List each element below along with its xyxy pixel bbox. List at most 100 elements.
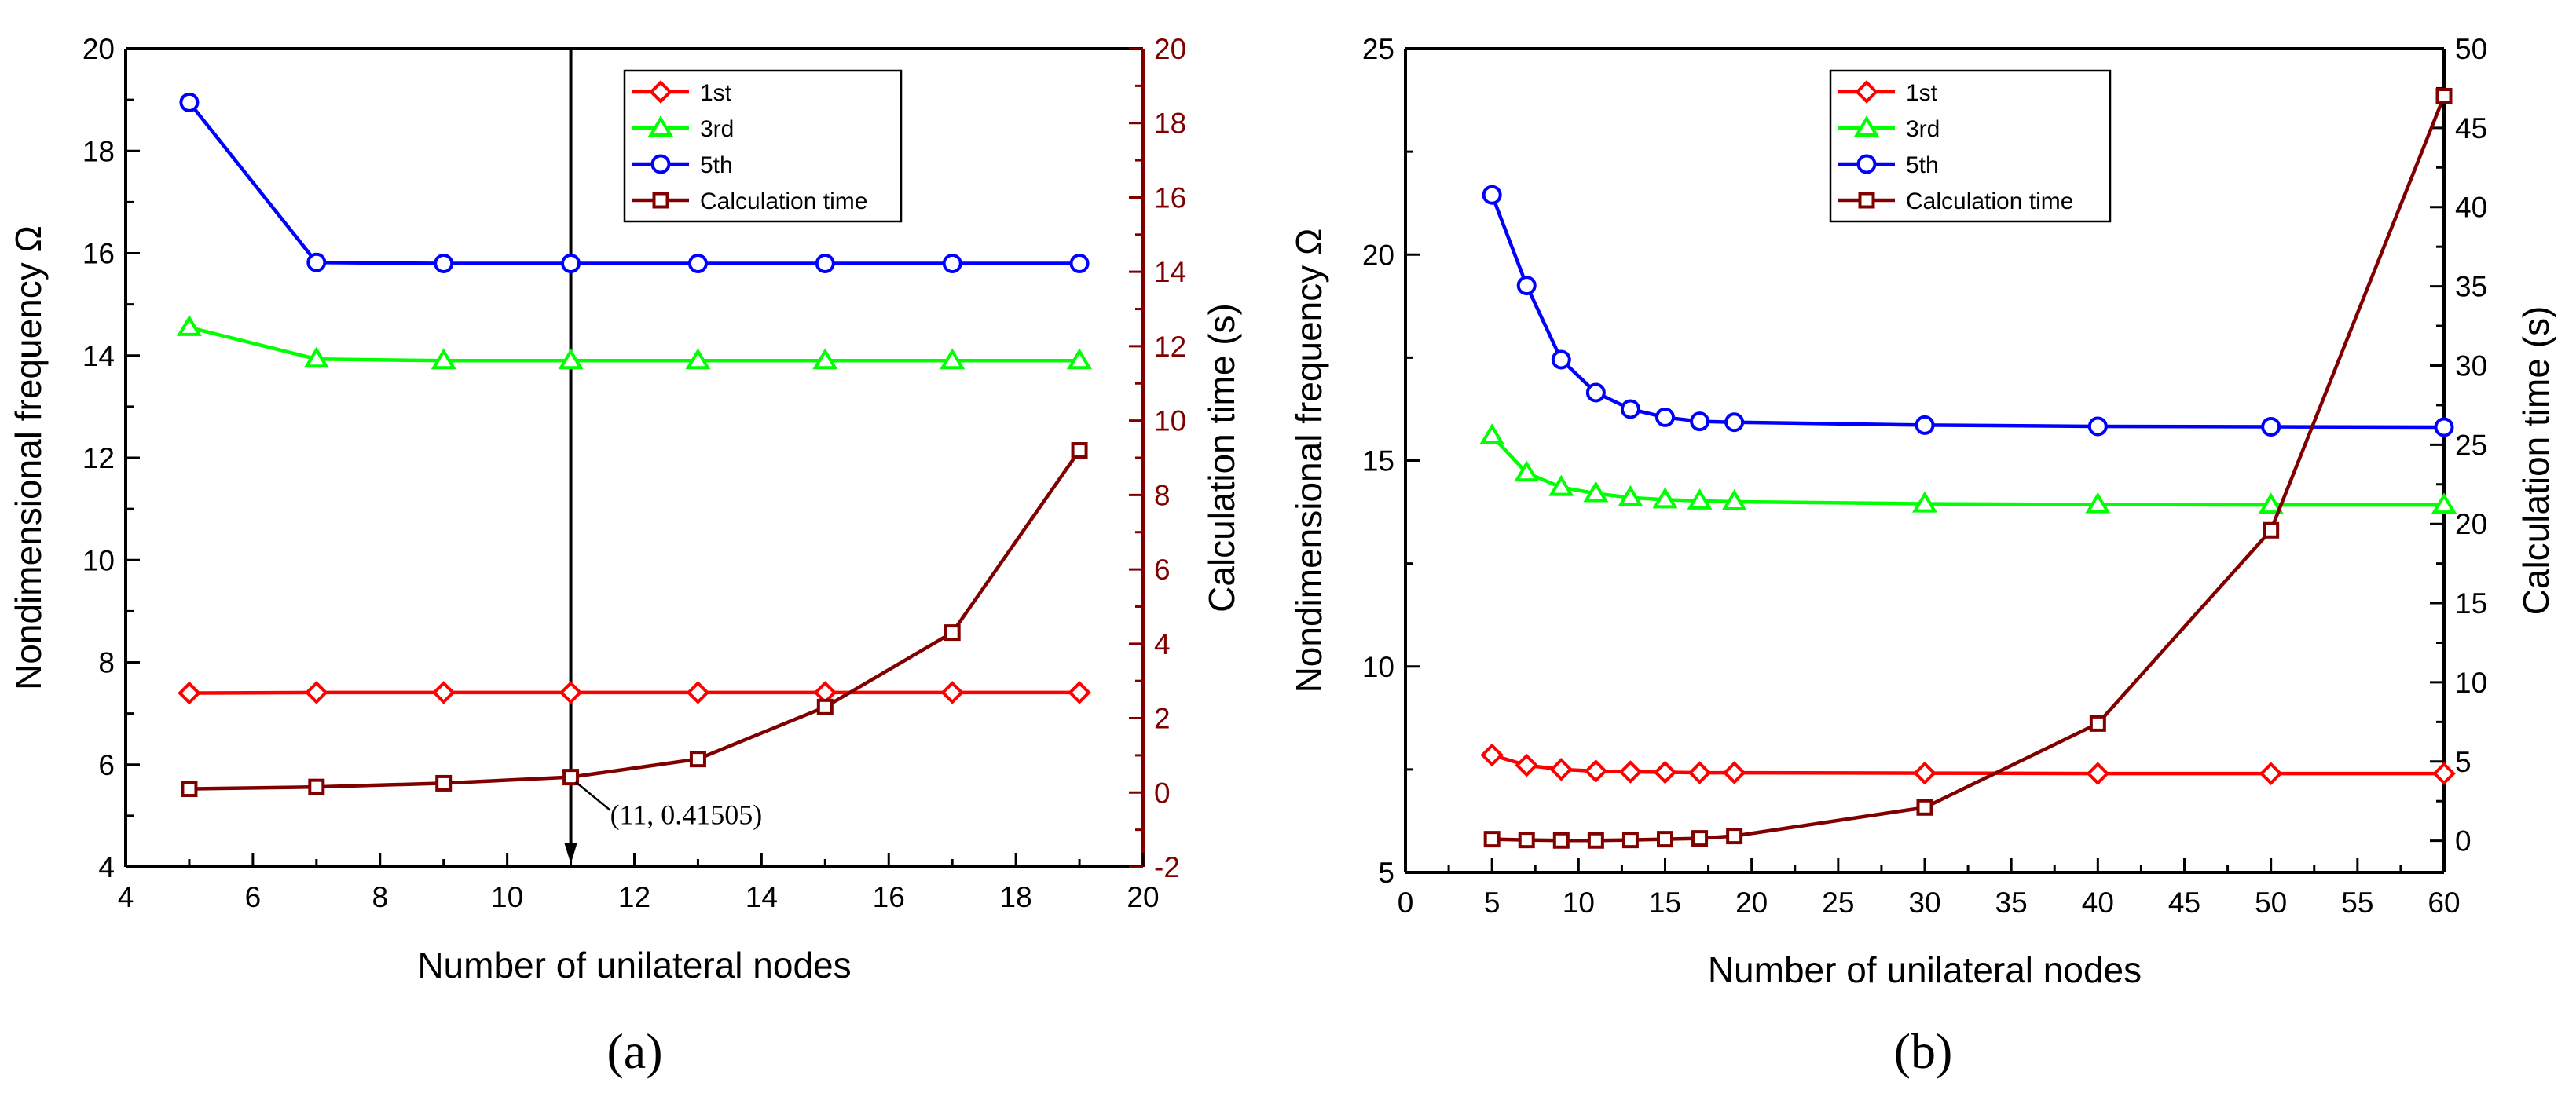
y2-axis-title: Calculation time (s) (2516, 306, 2556, 616)
y2-tick-label: 2 (1154, 703, 1171, 735)
x-tick-label: 10 (1563, 887, 1595, 919)
x-tick-label: 55 (2341, 887, 2373, 919)
data-point-third (1911, 491, 1938, 513)
data-point-fifth (1585, 382, 1606, 403)
y-tick-label: 18 (82, 135, 115, 167)
data-point-fifth (815, 254, 835, 274)
data-point-fifth (1915, 415, 1935, 435)
data-point-calc (944, 624, 961, 642)
x-tick-label: 40 (2082, 887, 2114, 919)
x-tick-label: 10 (491, 881, 523, 913)
legend-label: 1st (700, 80, 732, 106)
y2-axis-title: Calculation time (s) (1201, 303, 1242, 612)
x-tick-label: 20 (1127, 881, 1159, 913)
data-point-third (1652, 487, 1678, 509)
data-point-third (1479, 423, 1505, 445)
y-tick-label: 20 (1362, 239, 1394, 271)
data-point-fifth (2434, 417, 2454, 437)
y2-tick-label: -2 (1154, 851, 1180, 883)
legend-item-fifth: 5th (1838, 152, 1939, 178)
data-point-calc (1916, 799, 1933, 816)
data-point-third (1721, 489, 1747, 510)
data-point-fifth (1516, 276, 1537, 296)
data-point-first (559, 681, 583, 704)
legend-item-calc: Calculation time (632, 188, 867, 214)
y-tick-label: 25 (1362, 33, 1394, 65)
y2-tick-label: 20 (2455, 508, 2487, 540)
data-point-third (2258, 492, 2284, 514)
y2-tick-label: 50 (2455, 33, 2487, 65)
data-point-third (2431, 492, 2457, 514)
data-point-first (1653, 760, 1677, 784)
panel-label: (b) (1894, 1023, 1953, 1079)
x-tick-label: 60 (2428, 887, 2460, 919)
data-point-fifth (942, 254, 962, 274)
data-point-third (1548, 474, 1574, 496)
y-tick-label: 8 (98, 647, 115, 679)
data-point-first (1584, 759, 1608, 783)
data-point-first (940, 681, 965, 704)
chart-panel-b: 0 5 10 15 20 25 30 35 40 45 50 55 605101520250510152… (1288, 33, 2556, 1079)
series-line-third (189, 325, 1080, 363)
data-point-calc (181, 781, 198, 798)
data-point-fifth (687, 254, 708, 274)
data-point-calc (1587, 832, 1604, 849)
y-tick-label: 14 (82, 340, 115, 372)
data-point-first (1722, 761, 1746, 784)
legend-label: 5th (1906, 152, 1939, 178)
legend-label: 1st (1906, 80, 1938, 106)
data-point-first (304, 681, 328, 704)
data-point-third (940, 348, 966, 370)
y-tick-label: 10 (82, 544, 115, 576)
data-point-fifth (1655, 407, 1675, 427)
legend-label: 3rd (1906, 116, 1940, 142)
series-calc (181, 442, 1088, 798)
x-tick-label: 18 (1000, 881, 1032, 913)
legend-marker-first (649, 80, 672, 104)
y2-tick-label: 5 (2455, 746, 2472, 778)
annotation-label: (11, 0.41505) (610, 799, 763, 831)
data-point-first (686, 681, 710, 704)
data-point-first (1480, 743, 1504, 767)
x-tick-label: 8 (372, 881, 388, 913)
data-point-first (1068, 681, 1091, 704)
data-point-first (178, 681, 201, 705)
data-point-calc (1483, 831, 1501, 848)
data-point-third (1618, 485, 1643, 506)
x-tick-label: 15 (1649, 887, 1681, 919)
y-tick-label: 4 (98, 851, 115, 883)
x-tick-label: 12 (618, 881, 650, 913)
legend-label: Calculation time (700, 188, 867, 214)
series-first (1480, 743, 2456, 785)
chart-panel-a: 4 6 8 10 12 14 16 18 20468101214161820-202468101… (8, 33, 1242, 1079)
y-tick-label: 20 (82, 33, 115, 65)
x-tick-label: 25 (1822, 887, 1854, 919)
data-point-calc (1726, 828, 1743, 845)
data-point-third (1583, 481, 1609, 503)
y2-tick-label: 16 (1154, 181, 1186, 214)
y2-tick-label: 18 (1154, 108, 1186, 140)
y2-tick-label: 30 (2455, 349, 2487, 382)
legend-box (623, 69, 903, 223)
legend-label: 5th (700, 152, 733, 178)
x-tick-label: 16 (873, 881, 905, 913)
series-third (176, 315, 1093, 370)
x-tick-label: 0 (1398, 887, 1414, 919)
data-point-third (431, 348, 456, 370)
legend-marker-calc (652, 192, 669, 209)
y2-tick-label: 35 (2455, 271, 2487, 303)
y-tick-label: 12 (82, 442, 115, 474)
data-point-first (1687, 761, 1712, 784)
data-point-calc (1552, 832, 1570, 849)
data-point-first (1515, 753, 1539, 777)
legend-item-fifth: 5th (632, 152, 733, 178)
data-point-calc (562, 769, 580, 786)
x-tick-label: 20 (1735, 887, 1768, 919)
data-point-calc (1657, 831, 1673, 848)
data-point-calc (1621, 832, 1639, 849)
data-point-third (558, 348, 584, 370)
data-point-third (1514, 460, 1540, 482)
y2-tick-label: 25 (2455, 429, 2487, 461)
y2-tick-label: 0 (1154, 777, 1171, 809)
